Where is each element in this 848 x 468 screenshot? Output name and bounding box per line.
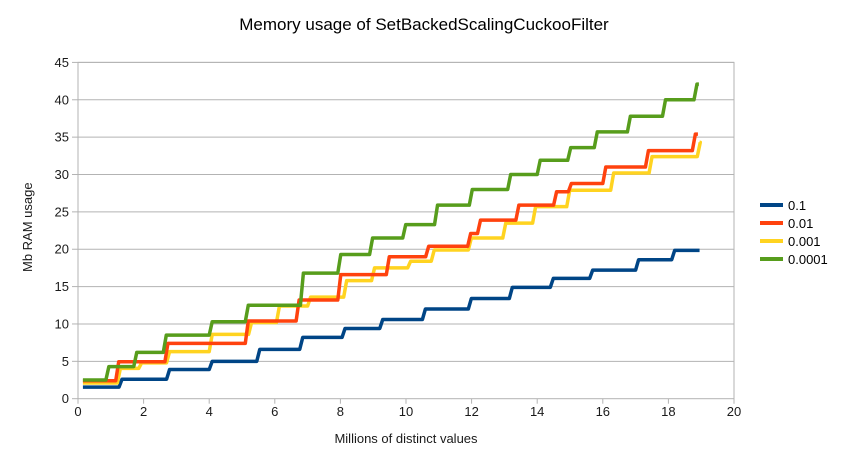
- legend-item-0.0001: 0.0001: [760, 250, 828, 268]
- legend-item-0.1: 0.1: [760, 196, 828, 214]
- plot-border: [77, 61, 735, 400]
- legend-item-0.001: 0.001: [760, 232, 828, 250]
- y-tick-label: 45: [55, 55, 69, 70]
- legend-swatch-icon: [760, 221, 783, 225]
- x-tick-label: 12: [464, 404, 478, 419]
- legend-swatch-icon: [760, 257, 783, 261]
- legend-label: 0.0001: [788, 251, 828, 267]
- legend-label: 0.1: [788, 197, 807, 213]
- y-tick-label: 20: [55, 242, 69, 257]
- legend-item-0.01: 0.01: [760, 214, 828, 232]
- series-line-0.01: [82, 132, 698, 383]
- x-tick-label: 20: [727, 404, 741, 419]
- y-tick-label: 40: [55, 92, 69, 107]
- y-tick-label: 5: [62, 354, 69, 369]
- series-line-0.001: [82, 140, 703, 385]
- y-tick-label: 10: [55, 316, 69, 331]
- legend-label: 0.001: [788, 233, 821, 249]
- x-tick-label: 4: [206, 404, 213, 419]
- chart-title: Memory usage of SetBackedScalingCuckooFi…: [239, 15, 609, 34]
- x-tick-label: 10: [399, 404, 413, 419]
- legend-label: 0.01: [788, 215, 814, 231]
- y-tick-label: 0: [62, 391, 69, 406]
- legend-swatch-icon: [760, 203, 783, 207]
- legend-swatch-icon: [760, 239, 783, 243]
- x-tick-label: 14: [530, 404, 544, 419]
- legend: 0.1 0.01 0.001 0.0001: [760, 196, 828, 268]
- y-tick-label: 35: [55, 130, 69, 145]
- y-tick-label: 15: [55, 279, 69, 294]
- x-tick-label: 8: [337, 404, 344, 419]
- x-tick-label: 2: [140, 404, 147, 419]
- y-axis-title: Mb RAM usage: [20, 182, 35, 272]
- y-tick-label: 30: [55, 167, 69, 182]
- x-tick-label: 0: [74, 404, 81, 419]
- x-axis-title: Millions of distinct values: [334, 431, 478, 446]
- series-line-0.0001: [82, 82, 699, 382]
- y-tick-label: 25: [55, 204, 69, 219]
- x-tick-label: 6: [271, 404, 278, 419]
- x-tick-label: 18: [661, 404, 675, 419]
- series-line-0.1: [82, 248, 700, 389]
- x-tick-label: 16: [596, 404, 610, 419]
